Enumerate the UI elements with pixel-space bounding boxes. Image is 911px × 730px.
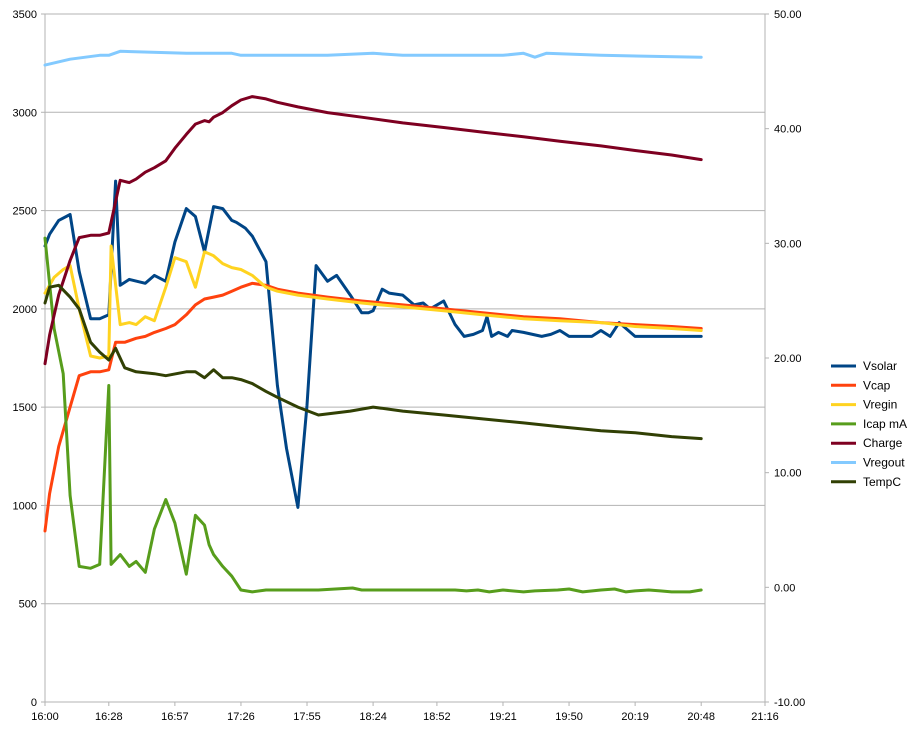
y-left-tick-label: 2000	[13, 304, 37, 316]
legend-label-charge: Charge	[863, 436, 903, 450]
x-tick-label: 18:52	[423, 711, 451, 723]
x-tick-label: 17:26	[227, 711, 255, 723]
x-tick-label: 20:48	[687, 711, 715, 723]
legend-label-vregin: Vregin	[863, 398, 897, 412]
y-left-tick-label: 2500	[13, 206, 37, 218]
y-left-tick-label: 500	[19, 599, 37, 611]
y-right-tick-label: -10.00	[774, 697, 805, 709]
series-line-tempc	[43, 283, 703, 441]
legend-label-tempc: TempC	[863, 475, 901, 489]
axes	[41, 13, 769, 706]
y-left-tick-label: 0	[31, 697, 37, 709]
series-line-vcap	[43, 281, 703, 533]
x-tick-label: 17:55	[293, 711, 321, 723]
y-right-tick-label: 0.00	[774, 582, 795, 594]
series-line-icap-ma	[43, 236, 703, 594]
x-tick-label: 19:21	[489, 711, 517, 723]
legend: Vsolar Vcap Vregin Icap mA Charge Vregout Temp…	[831, 359, 907, 489]
series-lines	[43, 49, 703, 594]
y-right-tick-label: 10.00	[774, 468, 802, 480]
y-left-tick-label: 1000	[13, 500, 37, 512]
x-tick-label: 16:00	[31, 711, 59, 723]
y-right-tick-label: 30.00	[774, 238, 802, 250]
y-left-tick-label: 3500	[13, 9, 37, 21]
legend-label-vsolar: Vsolar	[863, 359, 897, 373]
series-line-vregout	[43, 49, 703, 67]
x-tick-label: 19:50	[555, 711, 583, 723]
x-tick-label: 16:28	[95, 711, 123, 723]
y-right-tick-label: 20.00	[774, 353, 802, 365]
y-left-tick-label: 1500	[13, 402, 37, 414]
series-line-vregin	[43, 244, 703, 360]
y-left-tick-label: 3000	[13, 107, 37, 119]
x-tick-label: 21:16	[751, 711, 779, 723]
y-right-tick-label: 40.00	[774, 124, 802, 136]
legend-label-vcap: Vcap	[863, 378, 891, 392]
tick-labels: 0 500 1000 1500 2000 2500 3000 3500 -10.00 0.00 10…	[13, 9, 806, 723]
series-line-vsolar	[43, 179, 703, 509]
y-right-tick-label: 50.00	[774, 9, 802, 21]
series-line-charge	[43, 95, 703, 366]
x-tick-label: 18:24	[359, 711, 387, 723]
legend-label-vregout: Vregout	[863, 456, 905, 470]
gridlines	[45, 13, 765, 703]
x-tick-label: 20:19	[621, 711, 649, 723]
x-tick-label: 16:57	[161, 711, 189, 723]
legend-label-icap-ma: Icap mA	[863, 417, 907, 431]
